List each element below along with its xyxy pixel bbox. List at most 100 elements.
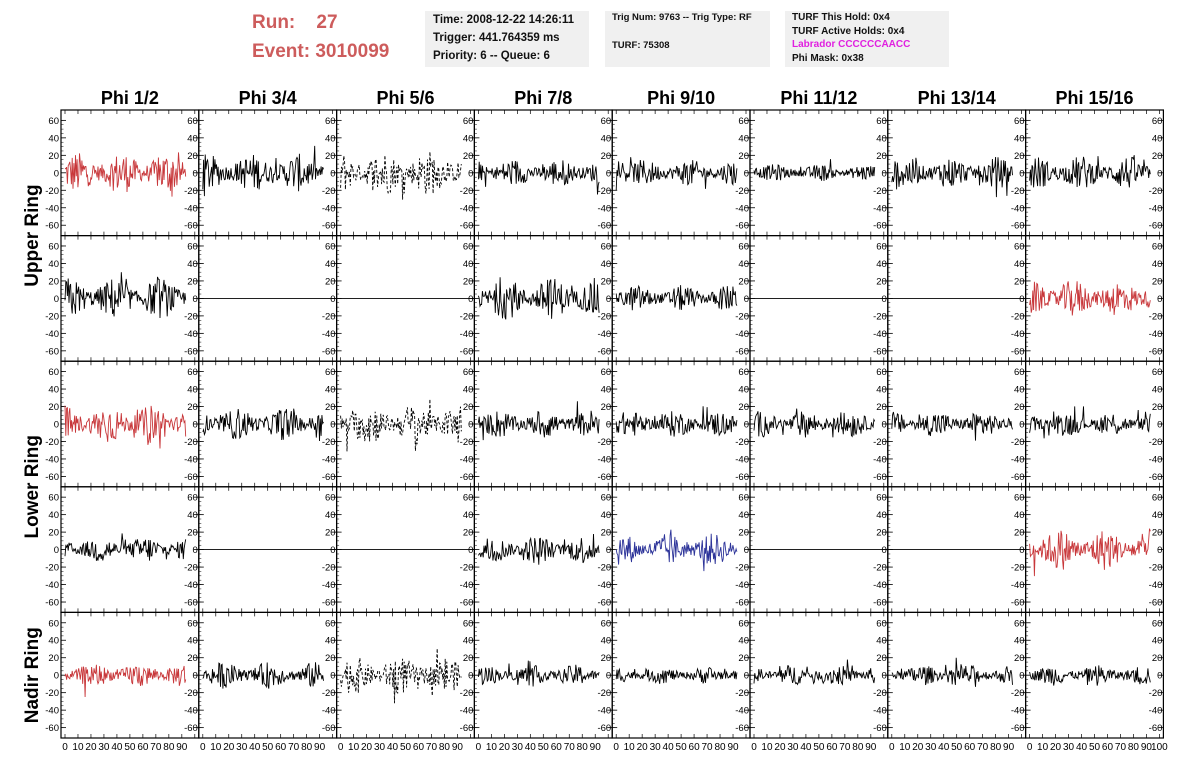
x-tick-label: 80	[990, 742, 1002, 753]
x-tick-label: 0	[613, 742, 619, 753]
trace-r3-c5	[615, 406, 738, 437]
y-tick-label: 60	[1152, 618, 1163, 629]
y-tick-label: -40	[735, 454, 749, 465]
y-tick-label: -60	[45, 598, 59, 609]
y-tick-label: 40	[463, 510, 474, 521]
y-tick-label: 0	[744, 294, 749, 305]
y-tick-label: -20	[1149, 311, 1163, 322]
y-tick-label: 20	[187, 653, 198, 664]
y-tick-label: -20	[1011, 563, 1025, 574]
y-tick-label: 60	[325, 116, 336, 127]
trace-r3-c7	[891, 411, 1013, 441]
x-tick-label: 70	[426, 742, 438, 753]
y-tick-label: 0	[1157, 671, 1162, 682]
trace-r1-c4	[477, 160, 600, 195]
y-tick-label: -40	[597, 203, 611, 214]
y-tick-label: -40	[1011, 203, 1025, 214]
trace-r3-c3	[340, 399, 462, 452]
x-tick-label: 30	[236, 742, 248, 753]
y-tick-label: -20	[597, 688, 611, 699]
y-tick-label: -40	[322, 580, 336, 591]
y-tick-label: 60	[601, 493, 612, 504]
y-tick-label: 40	[601, 510, 612, 521]
y-tick-label: -60	[597, 221, 611, 232]
y-tick-label: 0	[330, 420, 335, 431]
y-tick-label: 40	[601, 259, 612, 270]
x-tick-label: 10	[348, 742, 360, 753]
y-tick-label: 60	[876, 493, 887, 504]
y-tick-label: -60	[1149, 723, 1163, 734]
y-tick-label: -40	[460, 329, 474, 340]
column-title-4: Phi 7/8	[514, 88, 572, 108]
y-tick-label: 40	[48, 259, 59, 270]
y-tick-label: 40	[463, 636, 474, 647]
x-tick-label: 30	[1063, 742, 1075, 753]
x-tick-label: 20	[361, 742, 373, 753]
y-tick-label: -40	[1149, 203, 1163, 214]
y-tick-label: 20	[601, 528, 612, 539]
y-tick-label: 0	[468, 168, 473, 179]
x-tick-label: 0	[1027, 742, 1033, 753]
y-tick-label: -40	[873, 329, 887, 340]
trace-r5-c5	[615, 666, 738, 684]
trace-r4-c8	[1029, 528, 1151, 577]
y-tick-label: 40	[601, 133, 612, 144]
y-tick-label: 60	[325, 493, 336, 504]
y-tick-label: 60	[876, 367, 887, 378]
turf-info-box: TURF This Hold: 0x4 TURF Active Holds: 0…	[785, 11, 949, 67]
x-tick-label: 90	[452, 742, 464, 753]
y-tick-label: 0	[468, 545, 473, 556]
y-tick-label: 60	[876, 241, 887, 252]
y-tick-label: 60	[601, 241, 612, 252]
y-tick-label: 20	[187, 402, 198, 413]
y-tick-label: 20	[187, 151, 198, 162]
y-tick-label: -60	[873, 346, 887, 357]
x-tick-label: 90	[727, 742, 739, 753]
y-tick-label: 0	[882, 168, 887, 179]
y-tick-label: -20	[1149, 437, 1163, 448]
y-tick-label: 40	[463, 259, 474, 270]
y-tick-label: -40	[735, 706, 749, 717]
column-title-1: Phi 1/2	[101, 88, 159, 108]
x-tick-label: 50	[400, 742, 412, 753]
y-tick-label: -20	[184, 311, 198, 322]
y-tick-label: 20	[325, 402, 336, 413]
y-tick-label: 60	[1014, 116, 1025, 127]
trace-r5-c7	[891, 657, 1013, 687]
priority-text: Priority: 6 -- Queue: 6	[433, 50, 550, 62]
trace-r3-c1	[64, 405, 187, 449]
x-tick-label: 70	[977, 742, 989, 753]
y-tick-label: -40	[873, 454, 887, 465]
y-tick-label: -40	[597, 706, 611, 717]
x-tick-label: 90	[176, 742, 188, 753]
y-tick-label: 0	[330, 671, 335, 682]
x-tick-label: 80	[852, 742, 864, 753]
y-tick-label: 20	[738, 528, 749, 539]
y-tick-label: 0	[606, 294, 611, 305]
x-tick-label: 30	[98, 742, 110, 753]
y-tick-label: -20	[735, 563, 749, 574]
y-tick-label: 0	[193, 294, 198, 305]
x-tick-label: 70	[150, 742, 162, 753]
x-tick-label: 0	[200, 742, 206, 753]
y-tick-label: -20	[45, 688, 59, 699]
y-tick-label: 0	[330, 545, 335, 556]
trace-r1-c2	[202, 145, 324, 197]
y-tick-label: -20	[184, 186, 198, 197]
y-tick-label: -40	[597, 329, 611, 340]
y-tick-label: -60	[184, 346, 198, 357]
y-tick-label: 40	[1152, 259, 1163, 270]
y-tick-label: -60	[460, 346, 474, 357]
y-tick-label: -20	[322, 688, 336, 699]
y-tick-label: -60	[1149, 221, 1163, 232]
trace-r5-c2	[202, 662, 324, 689]
y-tick-label: -40	[735, 203, 749, 214]
y-tick-label: -40	[1149, 329, 1163, 340]
y-tick-label: 40	[1152, 636, 1163, 647]
y-tick-label: 40	[1014, 259, 1025, 270]
y-tick-label: 0	[1157, 294, 1162, 305]
ring-label-1: Upper Ring	[22, 184, 43, 286]
x-tick-label: 70	[839, 742, 851, 753]
y-tick-label: -40	[460, 706, 474, 717]
